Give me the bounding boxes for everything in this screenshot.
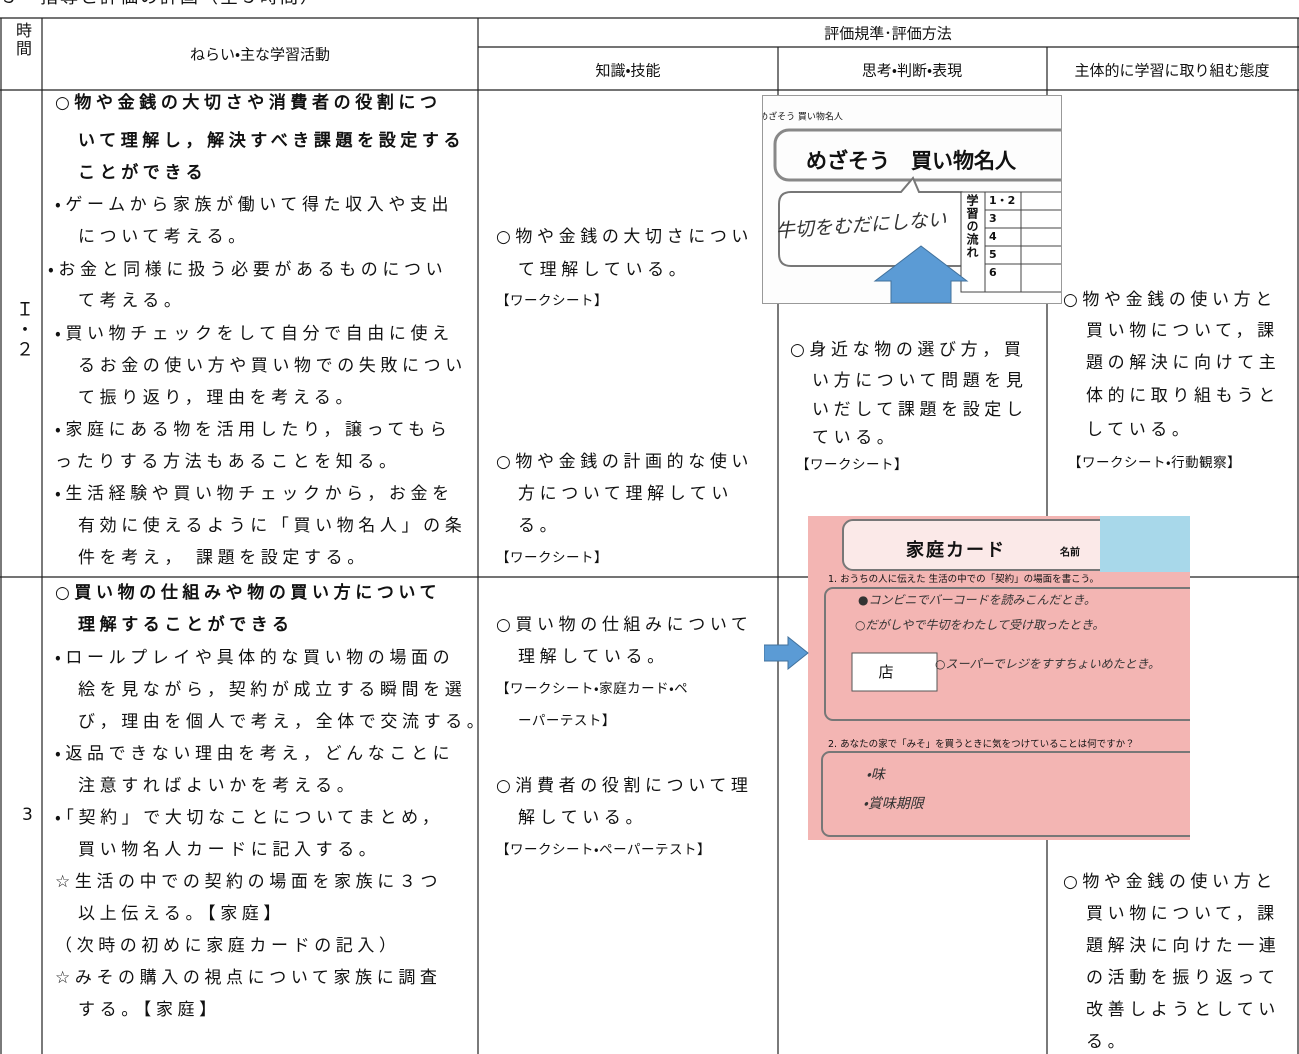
- knowledge-line: 【ワークシート】: [496, 550, 608, 566]
- worksheet-flow-label: 学習の流れ: [965, 194, 979, 259]
- activities-line: ったりする方法もあることを知る。: [55, 452, 401, 472]
- activities-line: 注意すればよいかを考える。: [78, 776, 359, 796]
- card-answer: ・味: [866, 767, 885, 783]
- activities-line: （次時の初めに家庭カードの記入）: [55, 936, 401, 956]
- header-time: 時間: [13, 22, 32, 58]
- activities-line: ・家庭にある物を活用したり，譲ってもら: [55, 420, 452, 440]
- activities-line: ・生活経験や買い物チェックから，お金を: [55, 484, 454, 504]
- card-answer: ●コンビニでバーコードを読みこんだとき。: [858, 593, 1096, 607]
- attitude-line: ○物や金銭の使い方と: [1063, 872, 1277, 892]
- header-thinking: 思考・判断・表現: [861, 61, 963, 80]
- arrow: [764, 636, 809, 670]
- activities-line: ☆みその購入の視点について家族に調査: [55, 968, 442, 988]
- knowledge-line: 理解している。: [518, 647, 669, 667]
- attitude-line: ○物や金銭の使い方と: [1063, 290, 1277, 310]
- goal-line: いて理解し，解決すべき課題を設定する: [78, 131, 466, 151]
- heading: ３ 指導と評価の計画（全５時間）: [0, 0, 320, 10]
- header-attitude: 主体的に学習に取り組む態度: [1074, 61, 1270, 80]
- activities-line: ・買い物チェックをして自分で自由に使え: [55, 324, 454, 344]
- thinking-line: い方について問題を見: [812, 371, 1028, 391]
- activities-line: について考える。: [78, 227, 250, 247]
- card-answer: ○スーパーでレジをすすちょいめたとき。: [935, 657, 1161, 671]
- knowledge-line: 解している。: [518, 808, 648, 828]
- activities-line: 絵を見ながら，契約が成立する瞬間を選: [78, 680, 467, 700]
- thinking-line: ている。: [812, 428, 899, 448]
- card-answer: ○だがしやで牛切をわたして受け取ったとき。: [855, 618, 1105, 632]
- thinking-line: いだして課題を設定し: [812, 400, 1028, 420]
- family-card-image: 家庭カード 名前 1. おうちの人に伝えた 生活の中での「契約」の場面を書こう。…: [808, 516, 1190, 840]
- card-question: 1. おうちの人に伝えた 生活の中での「契約」の場面を書こう。: [828, 574, 1100, 585]
- knowledge-line: て理解している。: [518, 260, 691, 280]
- knowledge-line: 【ワークシート・家庭カード・ペ: [496, 681, 689, 697]
- activities-line: 件を考え， 課題を設定する。: [78, 548, 369, 568]
- worksheet-image: めざそう 買い物名人 めざそう 買い物名人 牛切をむだにしない 学習の流れ 1・…: [762, 95, 1062, 304]
- flow-row: 5: [989, 248, 997, 261]
- time-cell: Ｉ・２: [13, 300, 34, 360]
- goal-line: ○物や金銭の大切さや消費者の役割につ: [55, 93, 442, 113]
- header-activities: ねらい・主な学習活動: [189, 45, 331, 64]
- card-shop-label: 店: [878, 663, 894, 681]
- flow-row: 3: [989, 212, 997, 225]
- flow-row: 4: [989, 230, 997, 243]
- knowledge-line: る。: [518, 516, 562, 536]
- activities-line: ・返品できない理由を考え，どんなことに: [55, 744, 455, 764]
- activities-line: て考える。: [78, 291, 186, 311]
- attitude-line: 体的に取り組もうと: [1086, 386, 1280, 406]
- activities-line: 買い物名人カードに記入する。: [78, 840, 381, 860]
- worksheet-title: めざそう 買い物名人: [806, 149, 1016, 173]
- family-card-drawing: [821, 516, 1190, 837]
- knowledge-line: ○物や金銭の大切さについ: [496, 227, 754, 247]
- knowledge-line: ○消費者の役割について理: [496, 776, 753, 796]
- activities-line: ・ロールプレイや具体的な買い物の場面の: [55, 648, 455, 668]
- header-evaluation: 評価規準･評価方法: [824, 24, 952, 43]
- activities-line: ・「契約」で大切なことについてまとめ，: [55, 808, 444, 828]
- card-name-label: 名前: [1060, 547, 1080, 559]
- flow-row: 1・2: [989, 194, 1016, 207]
- activities-line: 以上伝える。【家庭】: [78, 904, 285, 924]
- knowledge-line: 【ワークシート】: [496, 293, 608, 309]
- worksheet-caption: めざそう 買い物名人: [762, 112, 843, 123]
- knowledge-line: ーパーテスト】: [518, 713, 616, 729]
- knowledge-line: ○物や金銭の計画的な使い: [496, 452, 754, 472]
- activities-line: て振り返り，理由を考える。: [78, 388, 358, 408]
- card-title: 家庭カード: [906, 540, 1006, 561]
- card-question: 2. あなたの家で「みそ」を買うときに気をつけていることは何ですか？: [828, 739, 1135, 750]
- knowledge-line: 【ワークシート・ペーパーテスト】: [496, 842, 711, 858]
- goal-line: ○買い物の仕組みや物の買い方について: [55, 583, 442, 603]
- thinking-line: 【ワークシート】: [796, 457, 908, 473]
- activities-line: るお金の使い方や買い物での失敗につい: [78, 356, 467, 376]
- flow-row: 6: [989, 266, 997, 279]
- goal-line: 理解することができる: [78, 615, 294, 635]
- header-knowledge: 知識・技能: [595, 61, 661, 80]
- knowledge-line: ○買い物の仕組みについて: [496, 615, 753, 635]
- worksheet-drawing: [773, 128, 1061, 303]
- attitude-line: 改善しようとしてい: [1086, 1000, 1280, 1020]
- activities-line: ☆生活の中での契約の場面を家族に３つ: [55, 872, 443, 892]
- attitude-line: る。: [1086, 1032, 1130, 1052]
- attitude-line: 【ワークシート・行動観察】: [1068, 455, 1242, 471]
- attitude-line: 題の解決に向けて主: [1086, 353, 1281, 373]
- attitude-line: 買い物について，課: [1086, 904, 1279, 924]
- time-cell: 3: [22, 805, 33, 825]
- thinking-line: ○身近な物の選び方，買: [790, 340, 1026, 360]
- knowledge-line: 方について理解してい: [518, 484, 733, 504]
- activities-line: ・ゲームから家族が働いて得た収入や支出: [55, 195, 454, 215]
- attitude-line: 買い物について，課: [1086, 321, 1279, 341]
- attitude-line: 題解決に向けた一連: [1086, 936, 1281, 956]
- activities-line: ・お金と同様に扱う必要があるものについ: [48, 260, 448, 280]
- activities-line: する。【家庭】: [78, 1000, 221, 1020]
- activities-line: び，理由を個人で考え，全体で交流する。: [78, 712, 489, 732]
- activities-line: 有効に使えるように「買い物名人」の条: [78, 516, 467, 536]
- goal-line: ことができる: [78, 163, 208, 183]
- attitude-line: している。: [1086, 420, 1194, 440]
- attitude-line: の活動を振り返って: [1086, 968, 1280, 988]
- card-answer: ・賞味期限: [863, 796, 924, 812]
